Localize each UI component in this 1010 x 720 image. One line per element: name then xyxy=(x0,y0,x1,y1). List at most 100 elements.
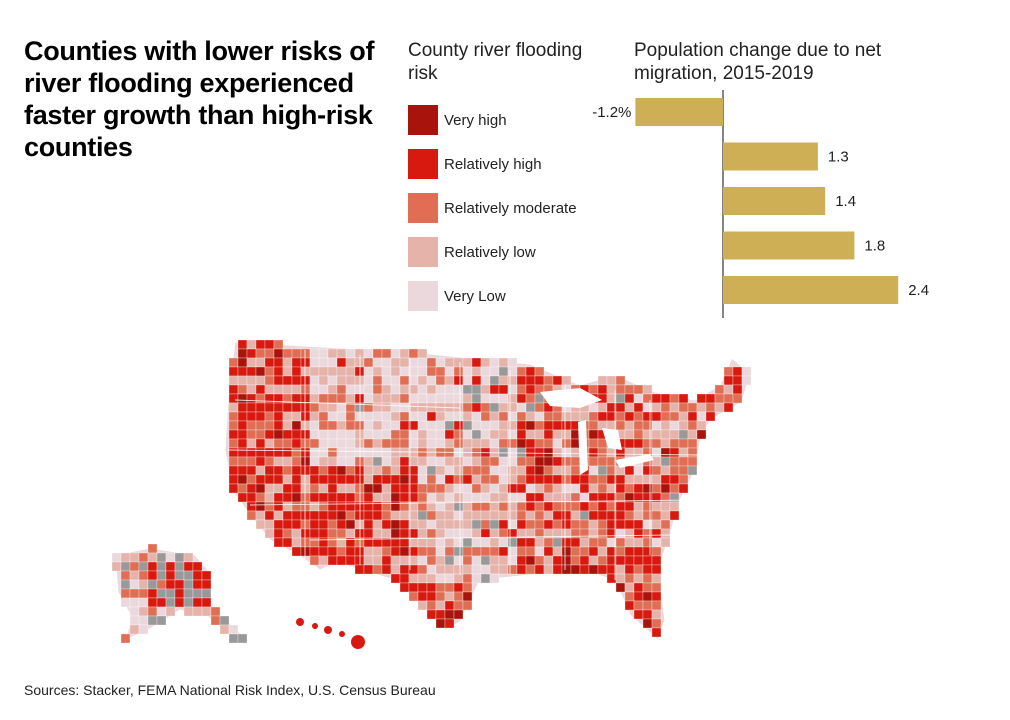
county-cell xyxy=(669,429,680,440)
county-cell xyxy=(381,456,392,467)
county-cell xyxy=(318,366,329,377)
county-cell xyxy=(633,438,644,449)
county-cell xyxy=(237,411,248,422)
county-cell xyxy=(480,402,491,413)
county-cell xyxy=(183,561,194,572)
county-cell xyxy=(246,393,257,404)
county-cell xyxy=(552,483,563,494)
county-cell xyxy=(534,447,545,458)
county-cell xyxy=(255,393,266,404)
county-cell xyxy=(615,483,626,494)
county-cell xyxy=(264,420,275,431)
county-cell xyxy=(282,411,293,422)
county-cell xyxy=(444,438,455,449)
county-cell xyxy=(237,384,248,395)
county-cell xyxy=(534,546,545,557)
county-cell xyxy=(444,564,455,575)
county-cell xyxy=(435,510,446,521)
county-cell xyxy=(372,465,383,476)
county-cell xyxy=(354,465,365,476)
county-cell xyxy=(624,546,635,557)
county-cell xyxy=(336,348,347,359)
county-cell xyxy=(354,411,365,422)
county-cell xyxy=(345,420,356,431)
county-cell xyxy=(354,438,365,449)
county-cell xyxy=(543,519,554,530)
county-cell xyxy=(282,528,293,539)
county-cell xyxy=(255,348,266,359)
county-cell xyxy=(570,555,581,566)
county-cell xyxy=(642,402,653,413)
county-cell xyxy=(651,474,662,485)
legend-label: Relatively low xyxy=(444,243,536,261)
county-cell xyxy=(480,501,491,512)
county-cell xyxy=(444,609,455,620)
county-cell xyxy=(228,420,239,431)
county-cell xyxy=(480,555,491,566)
county-cell xyxy=(264,357,275,368)
county-cell xyxy=(462,582,473,593)
county-cell xyxy=(651,618,662,629)
county-cell xyxy=(273,375,284,386)
county-cell xyxy=(498,375,509,386)
county-cell xyxy=(525,393,536,404)
county-cell xyxy=(354,384,365,395)
county-cell xyxy=(192,570,203,581)
county-cell xyxy=(246,420,257,431)
county-cell xyxy=(516,402,527,413)
county-cell xyxy=(264,411,275,422)
county-cell xyxy=(462,474,473,485)
county-cell xyxy=(651,393,662,404)
county-cell xyxy=(633,474,644,485)
county-cell xyxy=(345,528,356,539)
county-cell xyxy=(579,483,590,494)
county-cell xyxy=(741,375,752,386)
county-cell xyxy=(642,384,653,395)
county-cell xyxy=(336,384,347,395)
county-cell xyxy=(417,465,428,476)
county-cell xyxy=(570,447,581,458)
county-cell xyxy=(669,393,680,404)
county-cell xyxy=(255,438,266,449)
county-cell xyxy=(462,375,473,386)
county-cell xyxy=(516,429,527,440)
county-cell xyxy=(444,456,455,467)
county-cell xyxy=(552,438,563,449)
county-cell xyxy=(381,555,392,566)
county-cell xyxy=(462,465,473,476)
county-cell xyxy=(156,579,167,590)
county-cell xyxy=(525,384,536,395)
county-cell xyxy=(300,357,311,368)
county-cell xyxy=(363,546,374,557)
county-cell xyxy=(696,402,707,413)
county-cell xyxy=(399,537,410,548)
county-cell xyxy=(345,375,356,386)
county-cell xyxy=(624,465,635,476)
county-cell xyxy=(426,510,437,521)
county-cell xyxy=(534,438,545,449)
county-cell xyxy=(606,375,617,386)
county-cell xyxy=(354,483,365,494)
county-cell xyxy=(471,465,482,476)
county-cell xyxy=(489,501,500,512)
county-cell xyxy=(687,465,698,476)
county-cell xyxy=(543,492,554,503)
county-cell xyxy=(282,402,293,413)
county-cell xyxy=(228,465,239,476)
county-cell xyxy=(282,384,293,395)
county-cell xyxy=(228,456,239,467)
county-cell xyxy=(363,420,374,431)
county-cell xyxy=(507,537,518,548)
county-cell xyxy=(435,366,446,377)
county-cell xyxy=(561,420,572,431)
county-cell xyxy=(489,537,500,548)
county-cell xyxy=(327,357,338,368)
county-cell xyxy=(561,438,572,449)
county-cell xyxy=(534,375,545,386)
county-cell xyxy=(597,411,608,422)
county-cell xyxy=(516,483,527,494)
county-cell xyxy=(291,402,302,413)
county-cell xyxy=(579,537,590,548)
county-cell xyxy=(237,633,248,644)
county-cell xyxy=(282,492,293,503)
